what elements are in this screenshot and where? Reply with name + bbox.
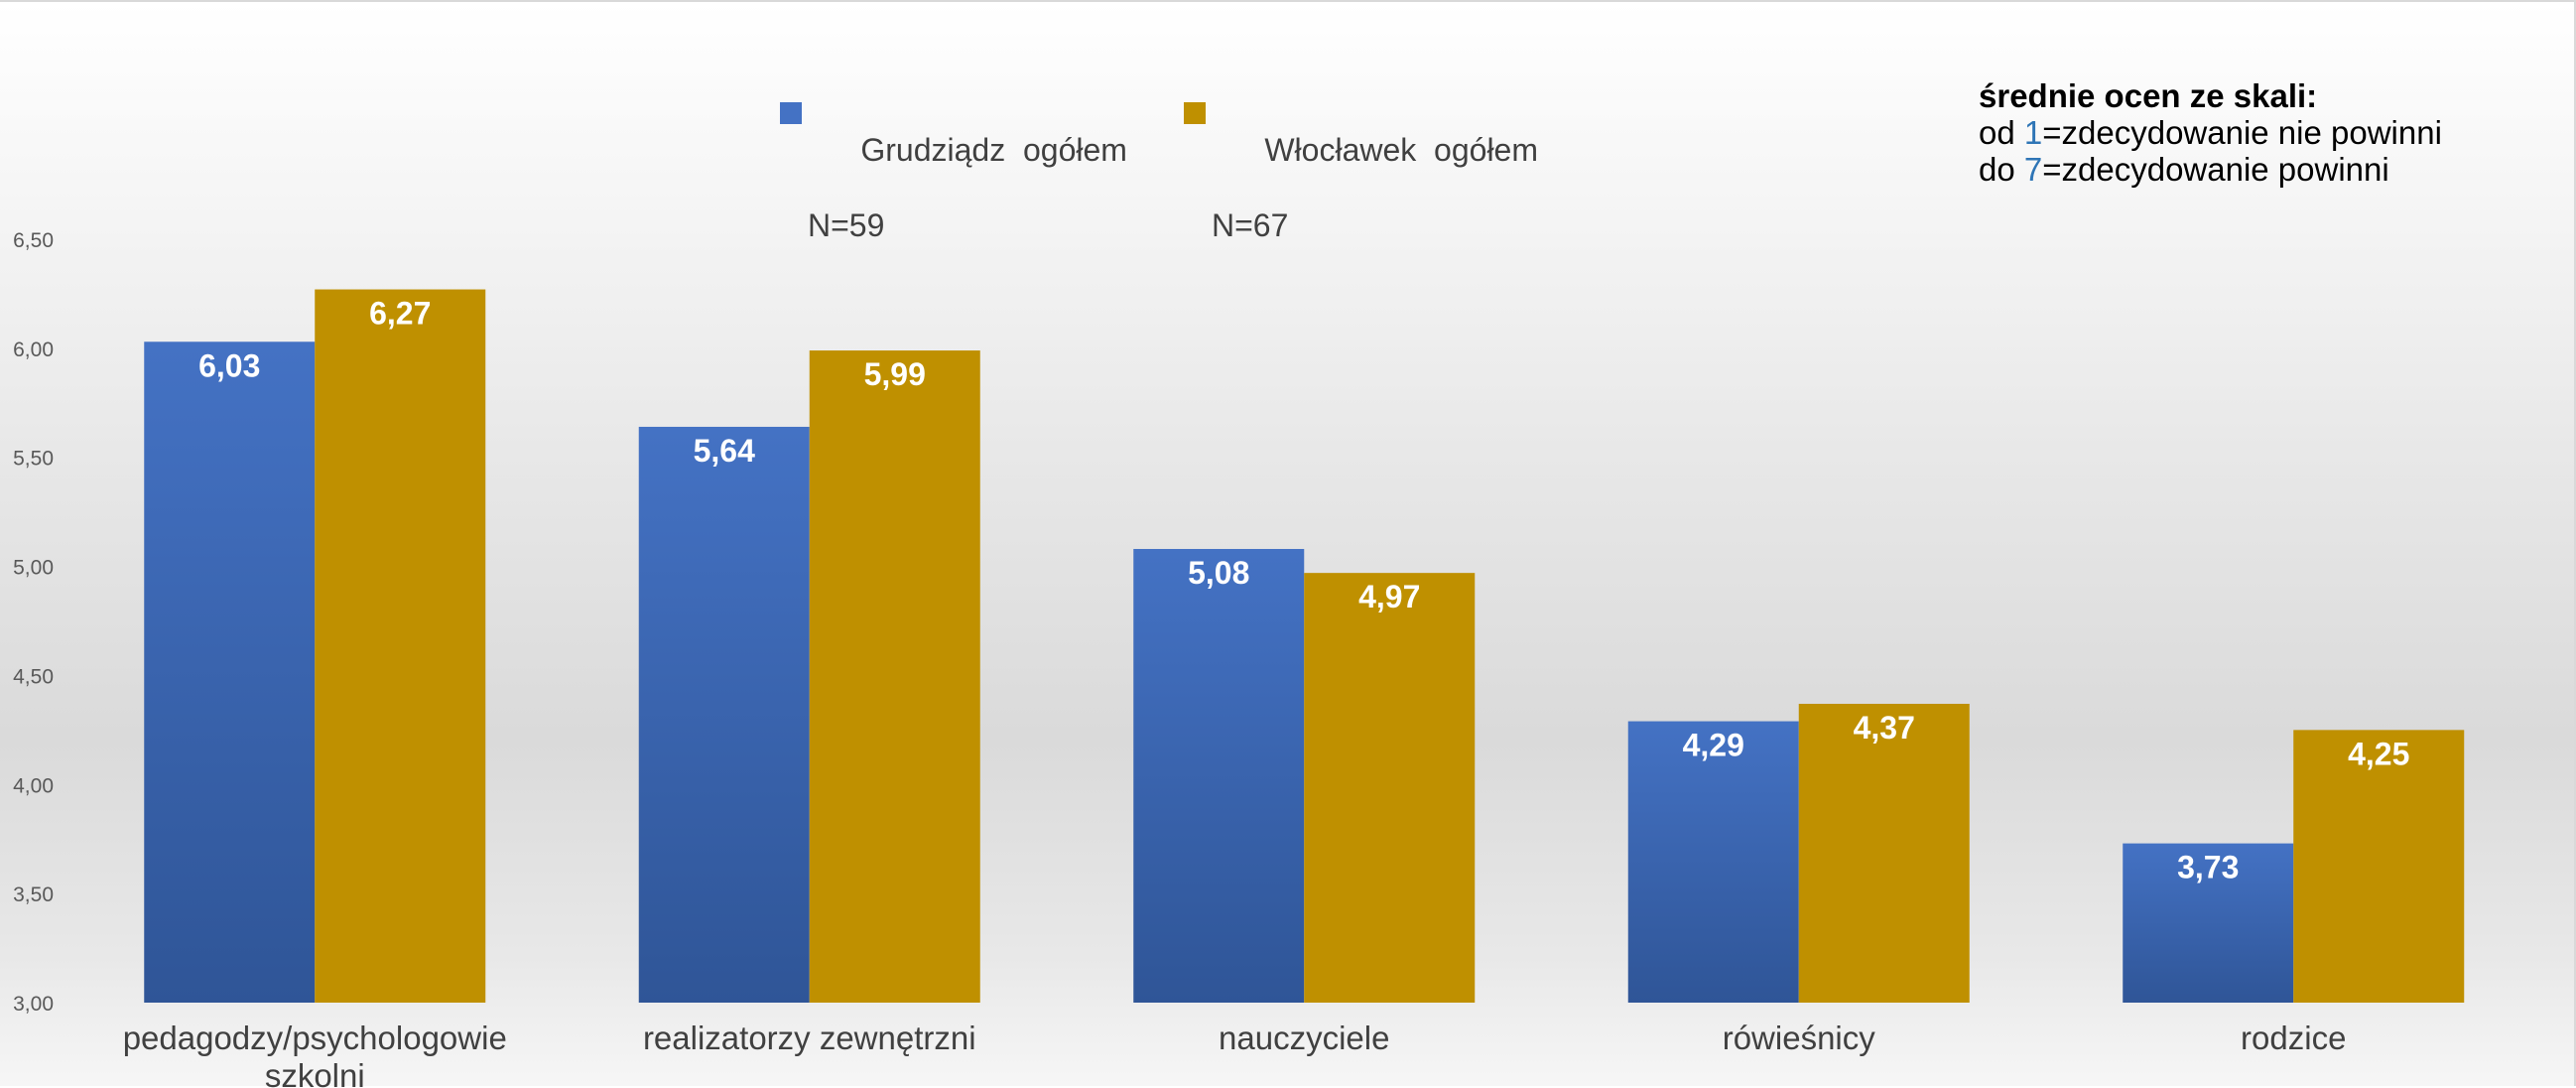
y-tick-label: 4,50 (13, 665, 54, 688)
data-label: 4,29 (1683, 728, 1744, 763)
category-label: realizatorzy zewnętrzni (643, 1020, 976, 1056)
data-label: 5,08 (1188, 555, 1249, 591)
legend-item-wloclawek: Włocławek ogółem N=67 (1184, 93, 1538, 320)
category-label: rówieśnicy (1723, 1020, 1876, 1056)
y-tick-label: 5,00 (13, 557, 54, 580)
bar (2293, 730, 2465, 1003)
y-tick-label: 4,00 (13, 774, 54, 797)
bar (638, 426, 810, 1003)
scale-note-title: średnie ocen ze skali: (1979, 77, 2318, 114)
data-label: 4,37 (1854, 710, 1915, 746)
bar (1133, 548, 1305, 1003)
category-label: nauczyciele (1219, 1020, 1389, 1056)
bar (2123, 843, 2294, 1003)
legend-label-wloclawek: Włocławek ogółem (1264, 132, 1538, 168)
bar (1304, 573, 1476, 1003)
y-tick-label: 5,50 (13, 448, 54, 471)
legend-swatch-grudziadz (780, 102, 802, 124)
legend-label-grudziadz: Grudziądz ogółem (860, 132, 1127, 168)
scale-max-value: 7 (2023, 151, 2043, 188)
data-label: 3,73 (2177, 850, 2239, 885)
legend-n-wloclawek: N=67 (1212, 207, 1289, 243)
category-label: pedagodzy/psychologowie (123, 1020, 507, 1056)
legend-item-grudziadz: Grudziądz ogółem N=59 (780, 93, 1127, 320)
bar (144, 341, 316, 1003)
bar (809, 350, 980, 1003)
category-label: szkolni (265, 1057, 365, 1088)
data-label: 6,27 (369, 296, 431, 332)
data-label: 4,25 (2348, 736, 2409, 771)
bar (1627, 721, 1799, 1003)
y-tick-label: 3,50 (13, 884, 54, 906)
bar (1798, 703, 1970, 1003)
data-label: 5,64 (694, 433, 755, 469)
data-label: 5,99 (864, 356, 926, 392)
bar (315, 289, 486, 1003)
category-label: rodzice (2241, 1020, 2346, 1056)
data-label: 6,03 (198, 347, 260, 383)
legend-swatch-wloclawek (1184, 102, 1206, 124)
scale-note: średnie ocen ze skali: od 1=zdecydowanie… (1979, 77, 2442, 188)
y-tick-label: 3,00 (13, 993, 54, 1016)
data-label: 4,97 (1358, 579, 1420, 614)
scale-min-value: 1 (2023, 114, 2043, 151)
legend-n-grudziadz: N=59 (808, 207, 885, 243)
scale-note-line-1: od 1=zdecydowanie nie powinni (1979, 114, 2442, 151)
y-tick-label: 6,00 (13, 339, 54, 361)
scale-note-line-2: do 7=zdecydowanie powinni (1979, 151, 2389, 188)
y-tick-label: 6,50 (13, 229, 54, 252)
